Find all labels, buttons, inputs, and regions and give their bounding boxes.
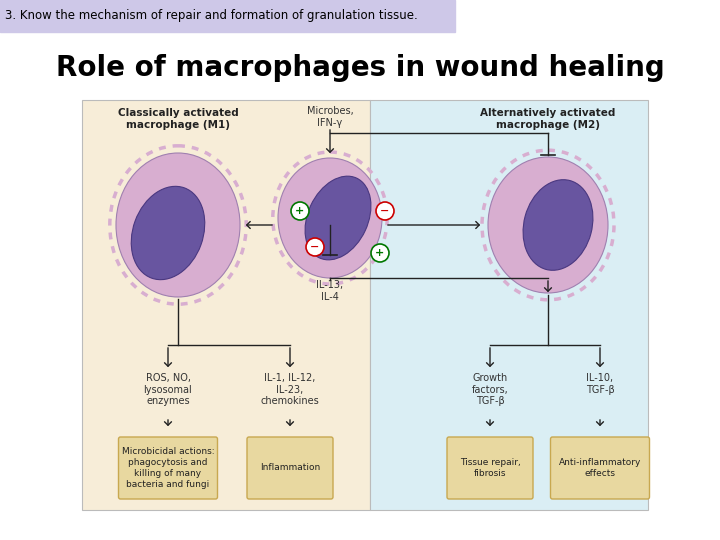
Text: IL-1, IL-12,
IL-23,
chemokines: IL-1, IL-12, IL-23, chemokines <box>261 373 320 406</box>
Ellipse shape <box>116 153 240 297</box>
Ellipse shape <box>131 186 204 280</box>
Text: −: − <box>310 242 320 252</box>
Text: 3. Know the mechanism of repair and formation of granulation tissue.: 3. Know the mechanism of repair and form… <box>5 10 418 23</box>
FancyBboxPatch shape <box>119 437 217 499</box>
Text: −: − <box>380 206 390 216</box>
Ellipse shape <box>305 176 371 260</box>
Text: IL-13,
IL-4: IL-13, IL-4 <box>316 280 343 302</box>
Text: Inflammation: Inflammation <box>260 463 320 472</box>
Text: Anti-inflammatory
effects: Anti-inflammatory effects <box>559 458 642 478</box>
Text: Role of macrophages in wound healing: Role of macrophages in wound healing <box>55 54 665 82</box>
Text: Tissue repair,
fibrosis: Tissue repair, fibrosis <box>459 458 521 478</box>
Text: Microbicidal actions:
phagocytosis and
killing of many
bacteria and fungi: Microbicidal actions: phagocytosis and k… <box>122 447 215 489</box>
Text: +: + <box>295 206 305 216</box>
Text: Microbes,
IFN-γ: Microbes, IFN-γ <box>307 106 354 127</box>
Circle shape <box>376 202 394 220</box>
FancyBboxPatch shape <box>447 437 533 499</box>
Bar <box>82 100 370 510</box>
Bar <box>370 100 648 510</box>
Ellipse shape <box>278 158 382 278</box>
Circle shape <box>306 238 324 256</box>
Ellipse shape <box>488 157 608 293</box>
Text: Alternatively activated
macrophage (M2): Alternatively activated macrophage (M2) <box>480 108 616 130</box>
Text: ROS, NO,
lysosomal
enzymes: ROS, NO, lysosomal enzymes <box>143 373 192 406</box>
Circle shape <box>371 244 389 262</box>
Text: +: + <box>375 248 384 258</box>
Text: Classically activated
macrophage (M1): Classically activated macrophage (M1) <box>117 108 238 130</box>
Text: Growth
factors,
TGF-β: Growth factors, TGF-β <box>472 373 508 406</box>
FancyBboxPatch shape <box>0 0 455 32</box>
FancyBboxPatch shape <box>247 437 333 499</box>
Circle shape <box>291 202 309 220</box>
Text: IL-10,
TGF-β: IL-10, TGF-β <box>585 373 614 395</box>
Ellipse shape <box>523 180 593 271</box>
FancyBboxPatch shape <box>551 437 649 499</box>
